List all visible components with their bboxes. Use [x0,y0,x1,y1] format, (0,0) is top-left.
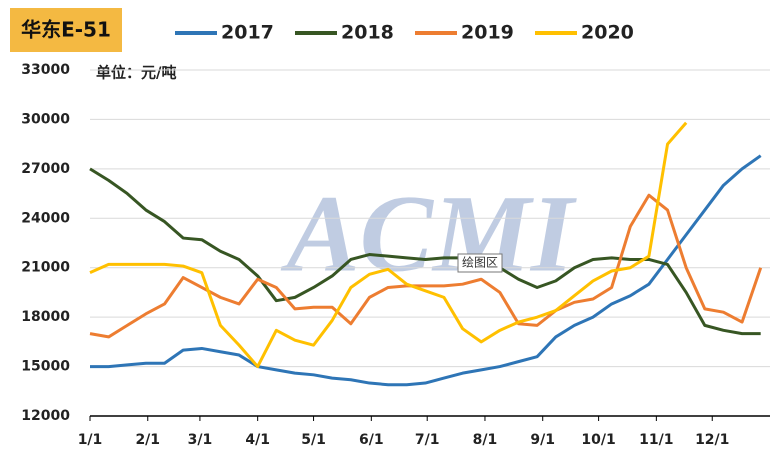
plot-area-tooltip: 绘图区 [462,255,498,270]
y-tick-label: 30000 [21,111,70,127]
series-line [89,167,761,336]
y-tick-label: 12000 [21,408,70,424]
y-tick-label: 18000 [21,309,70,325]
x-tick-label: 2/1 [135,432,160,448]
tooltip-box [457,253,503,273]
legend-label: 2020 [581,22,634,44]
title-box [10,8,122,52]
y-tick-label: 21000 [21,260,70,276]
x-tick-label: 5/1 [301,432,326,448]
series-line [89,121,688,369]
legend-label: 2019 [461,22,514,44]
chart-title: 华东E-51 [21,18,111,42]
x-tick-label: 11/1 [639,432,673,448]
y-tick-label: 15000 [21,359,70,375]
y-tick-label: 27000 [21,161,70,177]
x-tick-label: 4/1 [245,432,270,448]
x-tick-label: 12/1 [695,432,729,448]
watermark: ACMI [280,172,577,294]
unit-label: 单位：元/吨 [96,64,176,82]
legend-label: 2017 [221,22,274,44]
series-line [89,193,763,339]
series-line [90,154,762,387]
legend-label: 2018 [341,22,394,44]
y-tick-label: 33000 [21,62,70,78]
x-tick-label: 3/1 [188,432,213,448]
x-tick-label: 1/1 [78,432,103,448]
x-tick-label: 7/1 [415,432,440,448]
x-tick-label: 10/1 [581,432,615,448]
x-tick-label: 6/1 [359,432,384,448]
x-tick-label: 8/1 [473,432,498,448]
y-tick-label: 24000 [21,210,70,226]
x-tick-label: 9/1 [530,432,555,448]
